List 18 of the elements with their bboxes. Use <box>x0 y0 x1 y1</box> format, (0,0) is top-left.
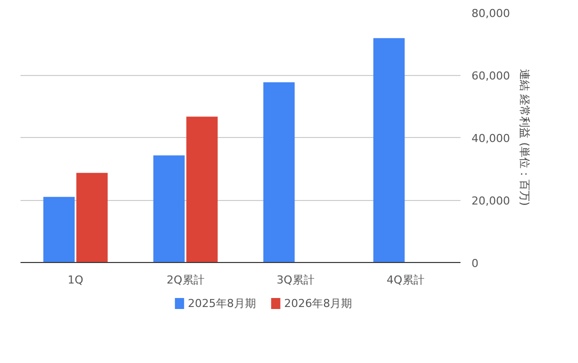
x-tick-label: 2Q累計 <box>166 274 204 286</box>
y-axis-title: 連結 経常利益 (単位：百万) <box>518 69 531 206</box>
bar <box>43 196 75 262</box>
x-tick-label: 3Q累計 <box>276 274 314 286</box>
y-tick-label: 20,000 <box>472 194 510 208</box>
legend-label: 2025年8月期 <box>188 297 256 310</box>
bar <box>263 82 295 262</box>
y-tick-label: 40,000 <box>472 132 510 145</box>
bar <box>186 116 218 262</box>
legend-label: 2026年8月期 <box>284 297 352 310</box>
y-tick-label: 80,000 <box>472 7 510 20</box>
x-tick-label: 1Q <box>68 274 84 286</box>
bar <box>76 172 108 262</box>
y-tick-label: 60,000 <box>472 70 510 82</box>
y-tick-label: 0 <box>472 257 478 270</box>
bar <box>153 155 185 262</box>
bar <box>373 38 405 262</box>
x-tick-label: 4Q累計 <box>386 274 424 286</box>
